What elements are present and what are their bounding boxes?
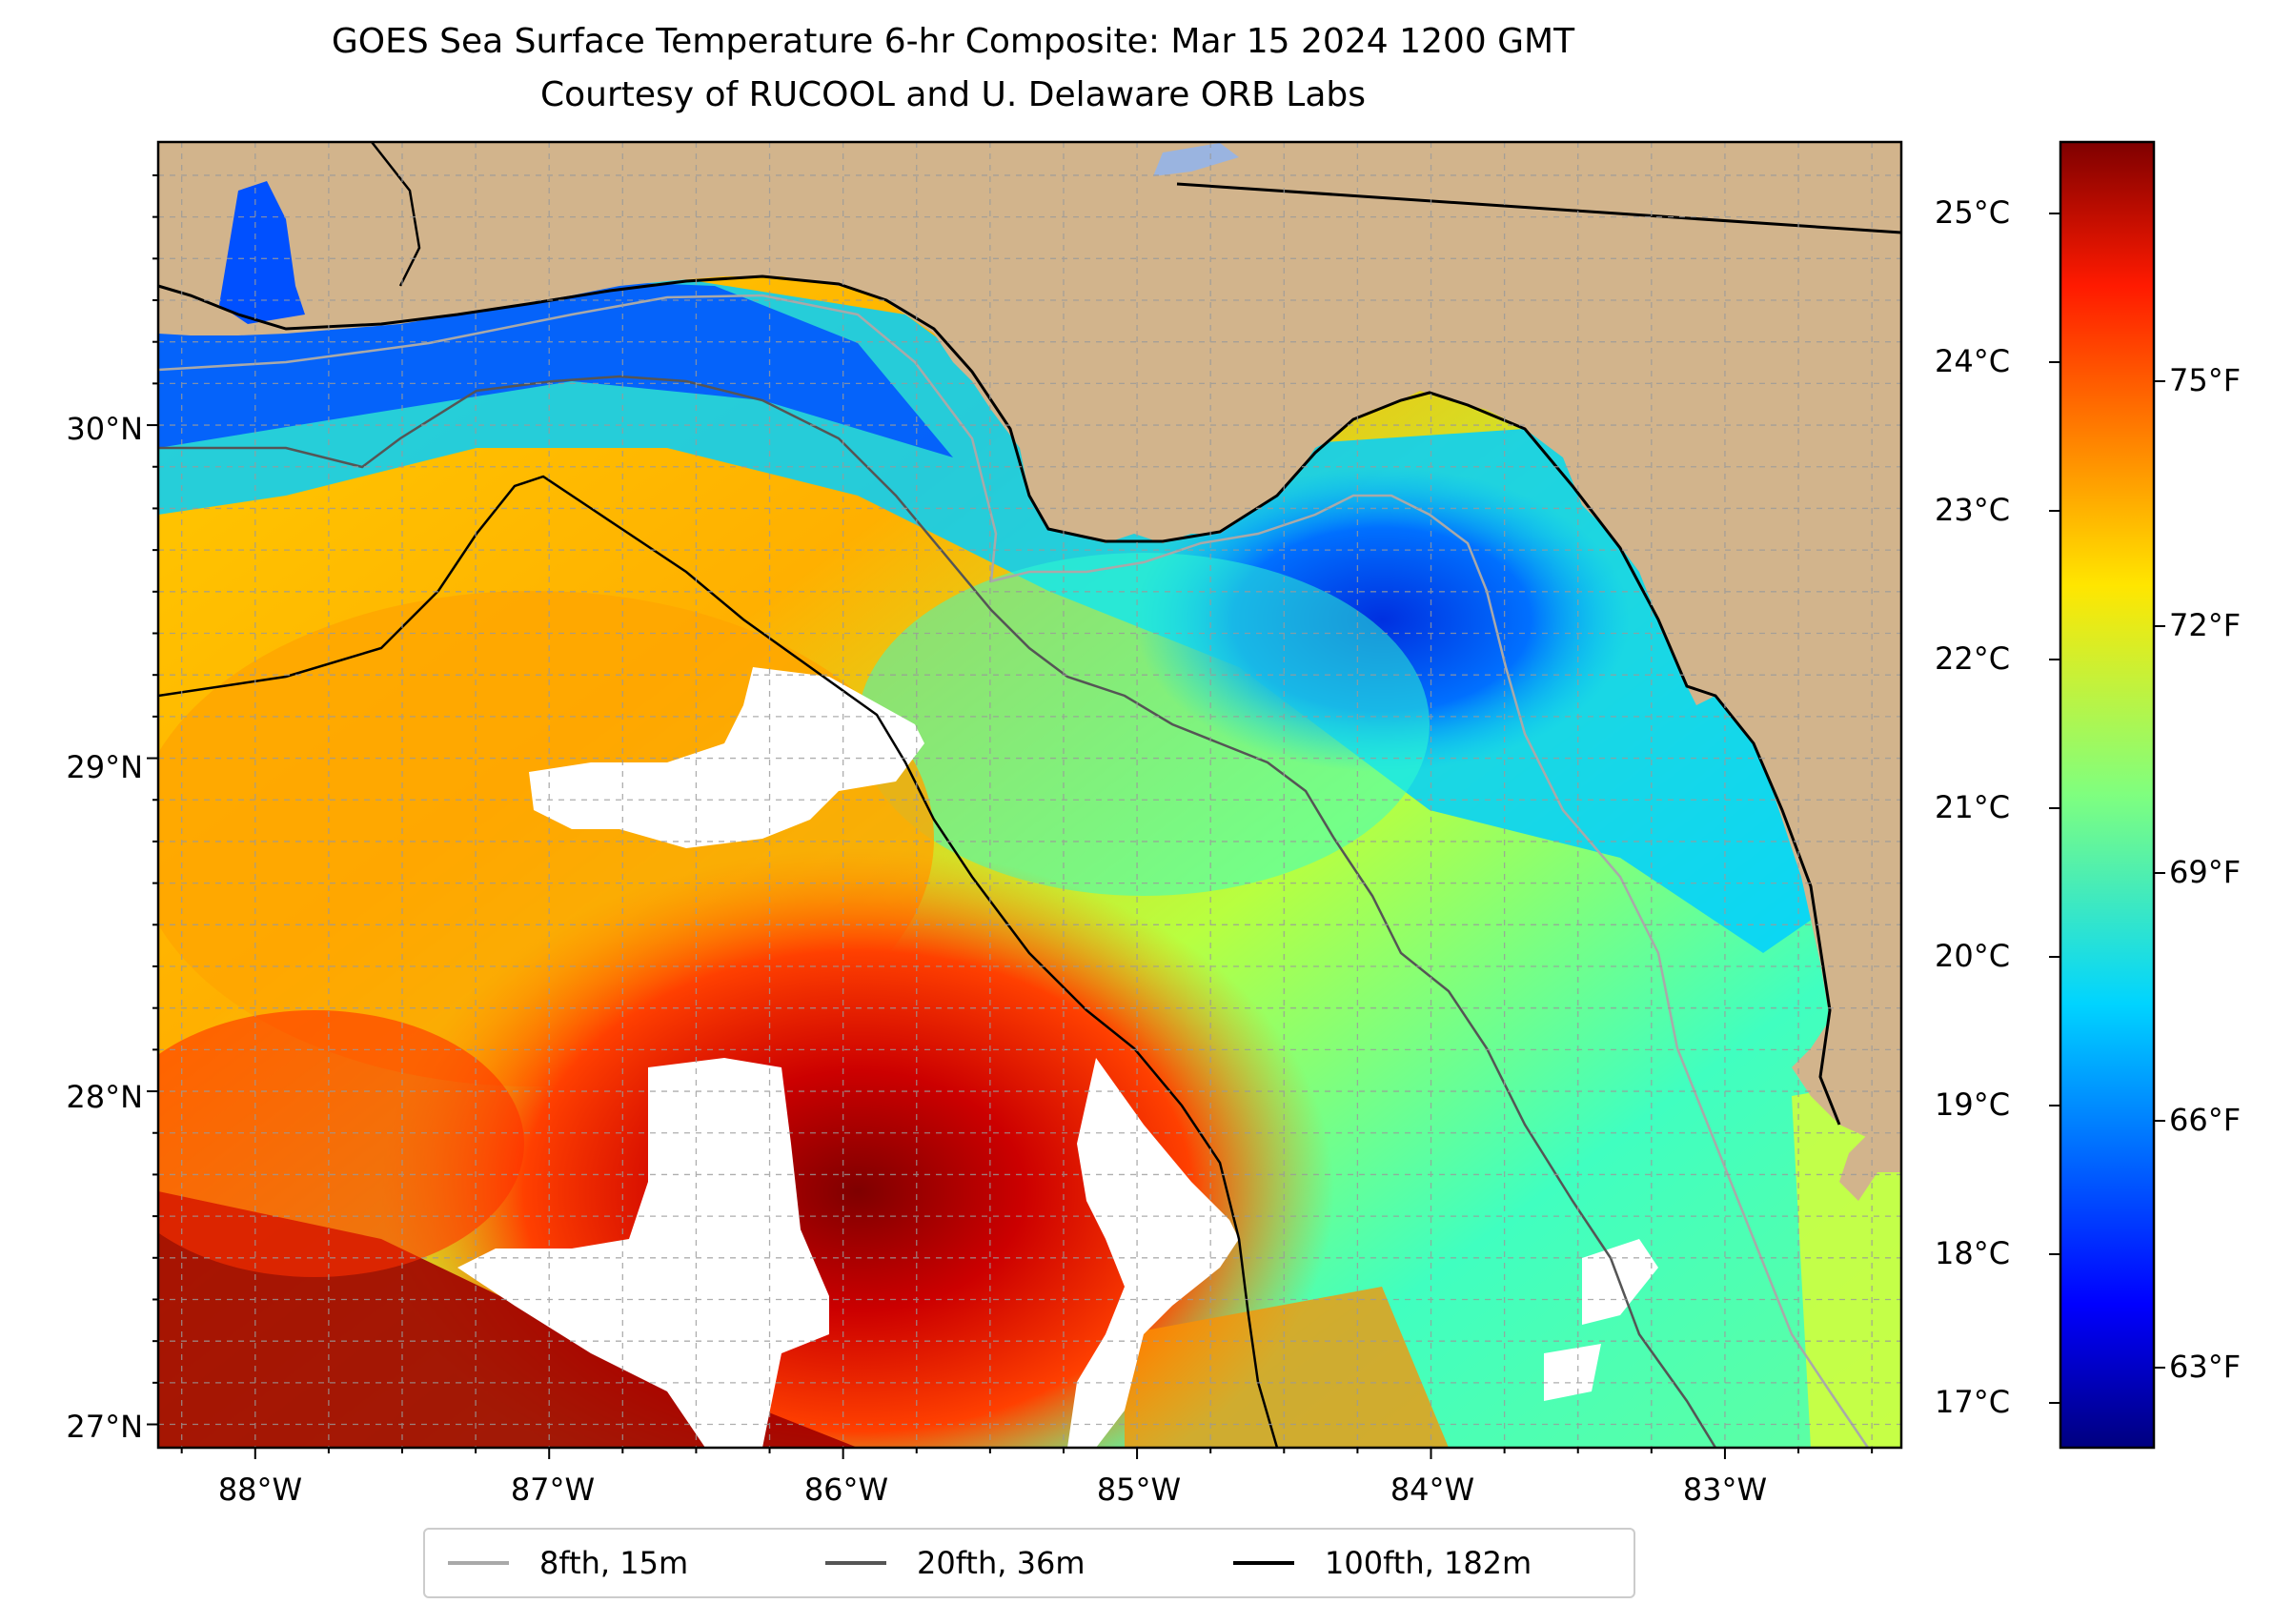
fahrenheit-label-72: 72°F — [2169, 607, 2242, 643]
legend-label-100fth: 100fth, 182m — [1325, 1545, 1532, 1581]
legend-swatch-100fth — [1233, 1561, 1294, 1565]
chart-title: GOES Sea Surface Temperature 6-hr Compos… — [331, 22, 1575, 61]
chart-subtitle: Courtesy of RUCOOL and U. Delaware ORB L… — [539, 75, 1367, 114]
celsius-label-19: 19°C — [1935, 1086, 2011, 1123]
fahrenheit-label-75: 75°F — [2169, 362, 2242, 398]
isobath-20fth — [158, 375, 1717, 1448]
coastline — [158, 274, 1841, 1126]
lon-label-84: 84°W — [1390, 1472, 1475, 1508]
map-area[interactable] — [105, 142, 1901, 1534]
celsius-label-17: 17°C — [1935, 1384, 2011, 1420]
legend-swatch-8fth — [448, 1561, 509, 1565]
legend: 8fth, 15m 20fth, 36m 100fth, 182m — [423, 1528, 1635, 1598]
legend-label-8fth: 8fth, 15m — [539, 1545, 689, 1581]
lon-label-86: 86°W — [803, 1472, 889, 1508]
celsius-label-25: 25°C — [1935, 194, 2011, 231]
orange-south-water — [1125, 1287, 1449, 1448]
lon-label-83: 83°W — [1682, 1472, 1768, 1508]
green-water — [858, 553, 1430, 896]
inland-lake — [1153, 143, 1239, 176]
lon-label-85: 85°W — [1096, 1472, 1182, 1508]
warm-west-water — [158, 1010, 524, 1277]
gridlines — [158, 142, 1901, 1448]
fahrenheit-label-63: 63°F — [2169, 1349, 2242, 1385]
lon-label-88: 88°W — [217, 1472, 303, 1508]
lat-label-28: 28°N — [66, 1079, 143, 1115]
lon-label-87: 87°W — [510, 1472, 596, 1508]
cloud-mask — [457, 667, 1658, 1448]
state-border-west — [371, 142, 421, 287]
celsius-label-23: 23°C — [1935, 492, 2011, 528]
celsius-label-18: 18°C — [1935, 1235, 2011, 1271]
colorbar — [2059, 140, 2156, 1450]
legend-swatch-20fth — [825, 1561, 886, 1565]
lat-label-30: 30°N — [66, 411, 143, 447]
celsius-label-20: 20°C — [1935, 938, 2011, 974]
axis-ticks — [147, 173, 1874, 1459]
celsius-label-21: 21°C — [1935, 789, 2011, 825]
colorbar-ticks — [2049, 213, 2165, 1404]
legend-label-20fth: 20fth, 36m — [917, 1545, 1086, 1581]
cool-shelf-water — [158, 276, 1901, 953]
map-frame — [156, 140, 1903, 1450]
isobath-8fth — [158, 294, 1870, 1448]
state-border — [1176, 182, 1901, 234]
fahrenheit-label-66: 66°F — [2169, 1102, 2242, 1138]
fahrenheit-label-69: 69°F — [2169, 854, 2242, 890]
land — [158, 142, 1901, 1201]
isobath-100fth — [158, 475, 1279, 1448]
celsius-label-24: 24°C — [1935, 343, 2011, 379]
lat-label-29: 29°N — [66, 749, 143, 785]
celsius-label-22: 22°C — [1935, 640, 2011, 677]
lat-label-27: 27°N — [66, 1409, 143, 1445]
